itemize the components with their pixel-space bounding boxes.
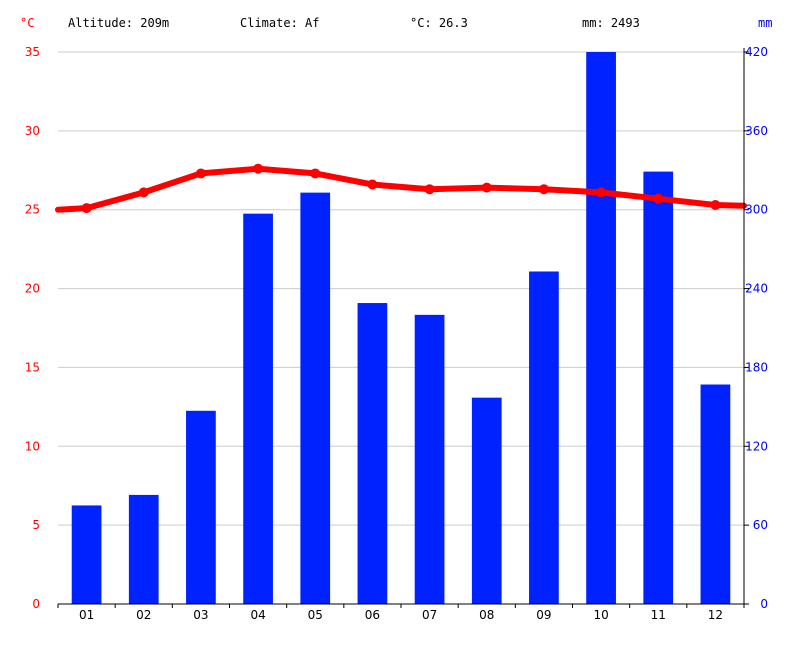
y-left-tick-label: 30 — [25, 124, 40, 138]
x-tick-label: 07 — [422, 608, 437, 622]
precipitation-bar — [186, 410, 216, 604]
precipitation-bar — [643, 171, 674, 604]
y-left-tick-label: 20 — [25, 282, 40, 296]
x-tick-label: 11 — [651, 608, 666, 622]
y-right-tick-label: 360 — [745, 124, 768, 138]
temperature-point — [596, 187, 607, 198]
y-right-tick-label: 420 — [745, 45, 768, 59]
left-unit-label: °C — [20, 16, 34, 30]
y-left-tick-label: 0 — [32, 597, 40, 611]
temperature-point — [481, 182, 492, 193]
x-tick-label: 12 — [708, 608, 723, 622]
y-right-tick-label: 120 — [745, 439, 768, 453]
avg-temp-text: °C: 26.3 — [410, 16, 468, 30]
right-unit-label: mm — [758, 16, 772, 30]
y-right-tick-label: 0 — [760, 597, 768, 611]
precipitation-bar — [243, 213, 273, 604]
x-tick-label: 01 — [79, 608, 94, 622]
temperature-point — [424, 184, 435, 195]
temperature-point — [195, 168, 206, 179]
temperature-point — [538, 184, 549, 195]
temperature-point — [653, 193, 664, 204]
temperature-line — [55, 163, 747, 214]
precipitation-bar — [471, 397, 502, 604]
x-tick-label: 09 — [536, 608, 551, 622]
y-left-tick-label: 15 — [25, 360, 40, 374]
temperature-point — [138, 187, 149, 198]
x-tick-label: 03 — [193, 608, 208, 622]
precipitation-bar — [357, 303, 388, 604]
x-tick-label: 04 — [250, 608, 265, 622]
precipitation-bars — [71, 52, 731, 604]
precipitation-bar — [128, 494, 159, 604]
temperature-series-line — [55, 165, 747, 213]
grid — [58, 51, 744, 526]
y-right-tick-label: 300 — [745, 203, 768, 217]
precipitation-bar — [71, 505, 102, 604]
precipitation-bar — [529, 271, 559, 604]
y-left-tick-label: 25 — [25, 203, 40, 217]
precipitation-bar — [700, 384, 731, 604]
y-left-tick-label: 5 — [32, 518, 40, 532]
precipitation-bar — [414, 314, 445, 604]
precipitation-bar — [586, 52, 616, 604]
temperature-point — [710, 199, 721, 210]
x-tick-label: 02 — [136, 608, 151, 622]
precipitation-bar — [300, 192, 331, 604]
x-tick-label: 08 — [479, 608, 494, 622]
y-left-tick-label: 35 — [25, 45, 40, 59]
temperature-point — [310, 168, 321, 179]
temperature-point — [81, 203, 92, 214]
x-tick-label: 10 — [593, 608, 608, 622]
altitude-text: Altitude: 209m — [68, 16, 169, 30]
x-tick-label: 05 — [308, 608, 323, 622]
y-right-tick-label: 60 — [753, 518, 768, 532]
total-precip-text: mm: 2493 — [582, 16, 640, 30]
x-tick-label: 06 — [365, 608, 380, 622]
y-left-tick-label: 10 — [25, 439, 40, 453]
temperature-point — [253, 163, 264, 174]
climate-text: Climate: Af — [240, 16, 319, 30]
temperature-point — [367, 179, 378, 190]
y-right-tick-label: 240 — [745, 282, 768, 296]
y-right-tick-label: 180 — [745, 360, 768, 374]
